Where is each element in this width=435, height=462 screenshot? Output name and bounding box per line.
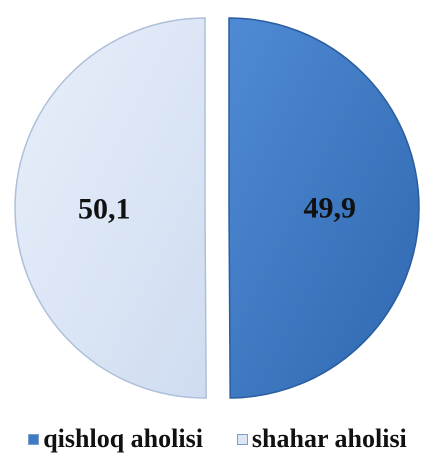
legend-label-shahar: shahar aholisi — [251, 424, 407, 453]
legend-item-shahar: shahar aholisi — [236, 424, 407, 454]
slice-qishloq — [228, 17, 420, 399]
chart-legend: qishloq aholisi shahar aholisi — [0, 424, 435, 454]
slice-label-shahar: 50,1 — [78, 192, 131, 225]
slice-shahar — [14, 17, 207, 399]
legend-swatch-shahar — [236, 433, 248, 445]
legend-swatch-qishloq — [28, 433, 40, 445]
legend-item-qishloq: qishloq aholisi — [28, 424, 203, 454]
slice-label-qishloq: 49,9 — [303, 192, 356, 225]
legend-label-qishloq: qishloq aholisi — [43, 424, 203, 453]
